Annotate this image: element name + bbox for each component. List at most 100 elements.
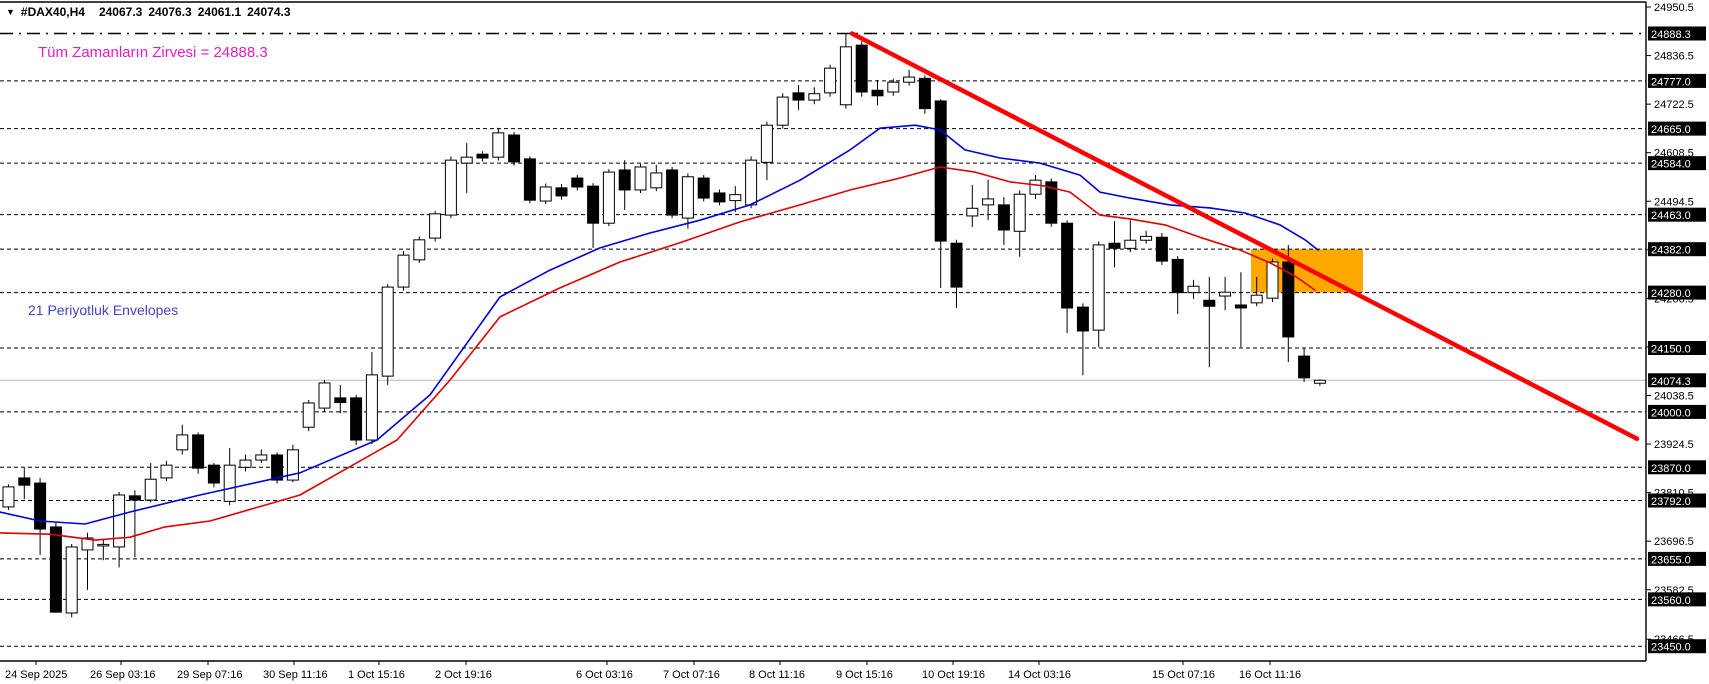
svg-text:24584.0: 24584.0 (1651, 159, 1691, 171)
price-level-badge: 24665.0 (1648, 121, 1706, 136)
price-level-badge: 23870.0 (1648, 460, 1706, 475)
price-axis-label: 23696.5 (1654, 536, 1694, 548)
time-axis-label: 16 Oct 11:16 (1239, 669, 1301, 681)
candle-bullish (1013, 190, 1026, 257)
candle-bearish (350, 394, 363, 446)
candle-bullish (113, 492, 126, 568)
svg-text:24280.0: 24280.0 (1651, 288, 1691, 300)
candle-bearish (934, 99, 947, 288)
candle-bearish (523, 156, 536, 204)
price-level-badge: 24888.3 (1648, 26, 1706, 41)
svg-text:24150.0: 24150.0 (1651, 344, 1691, 356)
candle-bullish (745, 156, 758, 209)
candle-bullish (444, 156, 457, 219)
trendline[interactable] (849, 31, 1640, 442)
candle-bearish (1203, 276, 1216, 368)
chart-header: ▼ #DAX40,H4 24067.3 24076.3 24061.1 2407… (6, 5, 291, 19)
price-level-badge: 23450.0 (1648, 639, 1706, 654)
candle-bullish (381, 284, 394, 386)
symbol-timeframe-label: #DAX40,H4 (20, 5, 85, 19)
time-axis-label: 15 Oct 07:16 (1152, 669, 1215, 681)
candle-bullish (492, 127, 505, 161)
svg-text:23870.0: 23870.0 (1651, 463, 1691, 475)
candle-bearish (571, 175, 584, 191)
price-level-badge: 24000.0 (1648, 404, 1706, 419)
time-axis-label: 6 Oct 03:16 (576, 669, 633, 681)
candle-bullish (65, 543, 78, 618)
current-price-badge: 24074.3 (1648, 373, 1706, 388)
candle-bullish (2, 484, 15, 510)
candle-bullish (1187, 279, 1200, 300)
ohlc-low-value: 24061.1 (197, 5, 242, 19)
candle-bearish (1171, 255, 1184, 314)
price-level-badge: 24584.0 (1648, 156, 1706, 171)
candle-bearish (618, 160, 631, 210)
svg-text:24888.3: 24888.3 (1651, 29, 1691, 41)
candle-bullish (966, 184, 979, 228)
price-level-badge: 24463.0 (1648, 207, 1706, 222)
candle-bullish (1266, 258, 1279, 303)
candle-bearish (1234, 272, 1247, 348)
candle-bullish (1250, 276, 1263, 307)
candle-bullish (634, 163, 647, 193)
candle-bullish (1219, 276, 1232, 311)
candle-bearish (697, 175, 710, 202)
svg-text:23450.0: 23450.0 (1651, 642, 1691, 654)
time-axis-label: 24 Sep 2025 (5, 669, 67, 681)
ohlc-open-value: 24067.3 (98, 5, 143, 19)
price-level-badge: 23560.0 (1648, 592, 1706, 607)
svg-text:24777.0: 24777.0 (1651, 76, 1691, 88)
candle-bullish (903, 69, 916, 86)
symbol-dropdown-icon[interactable]: ▼ (6, 7, 15, 17)
candle-bearish (207, 463, 220, 488)
candle-bullish (144, 463, 157, 503)
time-axis-label: 10 Oct 19:16 (922, 669, 985, 681)
price-level-badge: 24382.0 (1648, 242, 1706, 257)
candle-bullish (302, 399, 315, 432)
all-time-high-annotation: Tüm Zamanların Zirvesi = 24888.3 (38, 44, 268, 61)
candle-bearish (18, 468, 31, 500)
time-axis-label: 26 Sep 03:16 (90, 669, 155, 681)
candle-bearish (950, 239, 963, 308)
candle-bearish (555, 184, 568, 200)
candle-bearish (1155, 232, 1168, 265)
candle-bearish (1061, 220, 1074, 334)
candle-bearish (334, 385, 347, 414)
candle-bearish (871, 80, 884, 106)
candle-bullish (1092, 241, 1105, 348)
price-axis-label: 24722.5 (1654, 99, 1694, 111)
candle-bearish (855, 41, 868, 97)
time-axis-label: 8 Oct 11:16 (749, 669, 805, 681)
candle-bearish (1282, 244, 1295, 363)
candle-bullish (602, 169, 615, 227)
time-axis-label: 29 Sep 07:16 (177, 669, 242, 681)
candle-bearish (34, 477, 47, 556)
candle-bullish (1140, 230, 1153, 244)
svg-text:23792.0: 23792.0 (1651, 496, 1691, 508)
time-axis-label: 30 Sep 11:16 (263, 669, 328, 681)
candle-bullish (239, 454, 252, 472)
price-axis-label: 24494.5 (1654, 196, 1694, 208)
candle-bearish (713, 189, 726, 206)
candle-bearish (1108, 221, 1121, 268)
price-level-badge: 23655.0 (1648, 551, 1706, 566)
svg-text:24382.0: 24382.0 (1651, 245, 1691, 257)
candle-bearish (128, 490, 141, 558)
candle-bullish (1029, 175, 1042, 199)
svg-text:24000.0: 24000.0 (1651, 407, 1691, 419)
candle-bullish (982, 179, 995, 221)
candle-bullish (808, 87, 821, 105)
candle-bullish (650, 164, 663, 192)
candle-bullish (729, 186, 742, 213)
svg-text:24074.3: 24074.3 (1651, 376, 1691, 388)
candle-bullish (429, 210, 442, 242)
ohlc-high-value: 24076.3 (148, 5, 192, 19)
ohlc-close-value: 24074.3 (247, 5, 291, 19)
svg-text:23560.0: 23560.0 (1651, 595, 1691, 607)
candle-bullish (887, 78, 900, 96)
candle-bullish (286, 444, 299, 483)
candle-bullish (1313, 379, 1326, 386)
time-axis-label: 2 Oct 19:16 (435, 669, 492, 681)
candle-bearish (666, 166, 679, 219)
